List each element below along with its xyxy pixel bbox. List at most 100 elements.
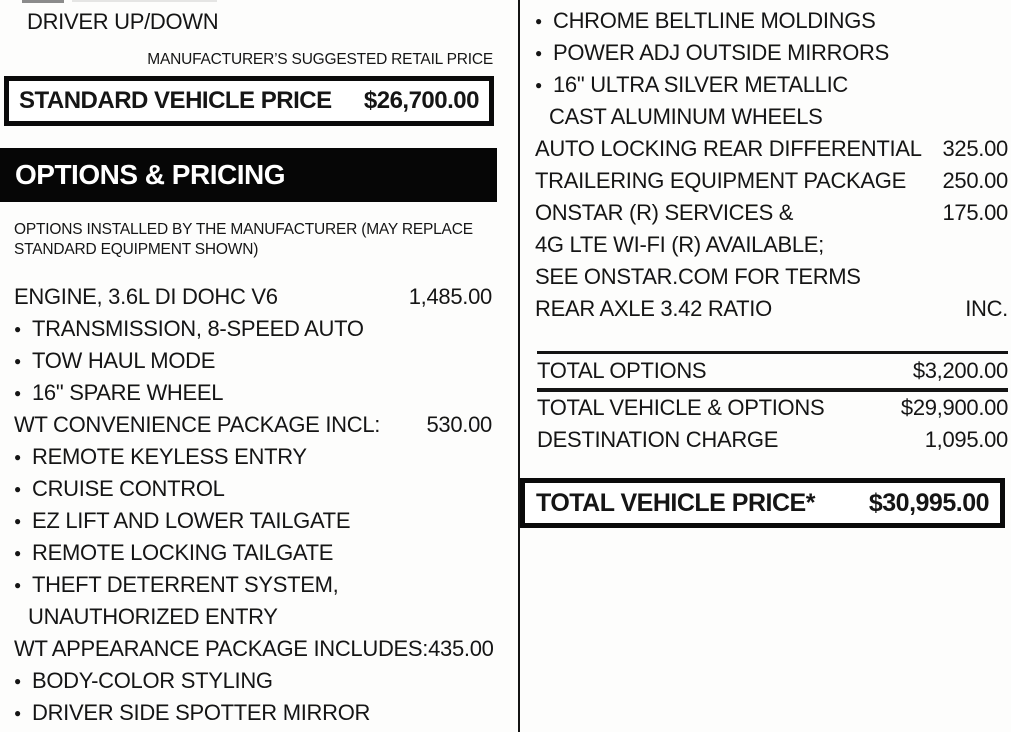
option-price: 435.00 — [428, 636, 494, 661]
option-text: CRUISE CONTROL — [32, 476, 225, 501]
option-row: ● 16" SPARE WHEEL — [14, 377, 492, 409]
option-row: WT CONVENIENCE PACKAGE INCL: 530.00 — [14, 409, 492, 441]
bullet-glyph: ● — [14, 546, 21, 560]
bullet-glyph: ● — [14, 578, 21, 592]
left-options-list: ENGINE, 3.6L DI DOHC V6 1,485.00 ● TRANS… — [0, 281, 497, 729]
option-row: ● BODY-COLOR STYLING — [14, 665, 492, 697]
option-row: ● 16" ULTRA SILVER METALLIC — [535, 69, 1008, 101]
options-note-line2: STANDARD EQUIPMENT SHOWN) — [14, 240, 259, 258]
option-row: ONSTAR (R) SERVICES & 175.00 — [535, 197, 1008, 229]
destination-charge-row: DESTINATION CHARGE 1,095.00 — [537, 424, 1008, 456]
option-text: WT CONVENIENCE PACKAGE INCL: — [14, 412, 381, 437]
total-vehicle-price-label: TOTAL VEHICLE PRICE* — [536, 489, 815, 517]
total-vehicle-price-box: TOTAL VEHICLE PRICE* $30,995.00 — [520, 478, 1005, 528]
option-text: REMOTE KEYLESS ENTRY — [32, 444, 307, 469]
bullet-glyph: ● — [14, 482, 21, 496]
bullet-glyph: ● — [535, 14, 542, 28]
right-options-list: ● CHROME BELTLINE MOLDINGS ● POWER ADJ O… — [533, 5, 1011, 325]
option-price: 175.00 — [942, 200, 1009, 225]
option-text: WT APPEARANCE PACKAGE INCLUDES: — [14, 636, 429, 661]
total-options-value: $3,200.00 — [912, 358, 1008, 383]
option-text: POWER ADJ OUTSIDE MIRRORS — [553, 40, 889, 65]
right-column: ● CHROME BELTLINE MOLDINGS ● POWER ADJ O… — [520, 0, 1011, 528]
bullet-glyph: ● — [14, 706, 21, 720]
option-row: ENGINE, 3.6L DI DOHC V6 1,485.00 — [14, 281, 492, 313]
standard-price-label: STANDARD VEHICLE PRICE — [19, 87, 332, 114]
option-text: DRIVER SIDE SPOTTER MIRROR — [32, 700, 371, 725]
total-vehicle-options-label: TOTAL VEHICLE & OPTIONS — [537, 395, 825, 420]
option-text: REAR AXLE 3.42 RATIO — [535, 296, 772, 321]
option-row: ● CHROME BELTLINE MOLDINGS — [535, 5, 1008, 37]
option-row: ● TOW HAUL MODE — [14, 345, 492, 377]
bullet-glyph: ● — [14, 354, 21, 368]
bullet-glyph: ● — [14, 386, 21, 400]
options-note-line1: OPTIONS INSTALLED BY THE MANUFACTURER (M… — [14, 221, 473, 238]
option-row: TRAILERING EQUIPMENT PACKAGE 250.00 — [535, 165, 1008, 197]
option-price: 325.00 — [942, 136, 1009, 161]
bullet-glyph: ● — [14, 322, 21, 336]
totals-divider — [537, 388, 1008, 392]
bullet-glyph: ● — [535, 46, 542, 60]
option-price: 530.00 — [426, 412, 493, 437]
option-row: 4G LTE WI-FI (R) AVAILABLE; — [535, 229, 1008, 261]
option-price: 250.00 — [942, 168, 1009, 193]
option-text: EZ LIFT AND LOWER TAILGATE — [32, 508, 351, 533]
option-row: ● THEFT DETERRENT SYSTEM, — [14, 569, 492, 601]
totals-top-rule — [537, 351, 1008, 354]
options-pricing-title: OPTIONS & PRICING — [15, 159, 285, 190]
option-row: UNAUTHORIZED ENTRY — [14, 601, 492, 633]
option-text: CAST ALUMINUM WHEELS — [549, 104, 823, 129]
option-text: CHROME BELTLINE MOLDINGS — [553, 8, 876, 33]
standard-equipment-item: DRIVER UP/DOWN — [27, 9, 219, 34]
option-row: ● DRIVER SIDE SPOTTER MIRROR — [14, 697, 492, 729]
option-row: ● EZ LIFT AND LOWER TAILGATE — [14, 505, 492, 537]
option-text: TRAILERING EQUIPMENT PACKAGE — [535, 168, 906, 193]
option-text: TRANSMISSION, 8-SPEED AUTO — [32, 316, 364, 341]
option-text: ONSTAR (R) SERVICES & — [535, 200, 794, 225]
msrp-caption: MANUFACTURER’S SUGGESTED RETAIL PRICE — [147, 51, 493, 68]
option-row: ● CRUISE CONTROL — [14, 473, 492, 505]
scan-artifact-dark — [22, 0, 64, 3]
option-text: BODY-COLOR STYLING — [32, 668, 273, 693]
option-price: 1,485.00 — [408, 284, 493, 309]
totals-section: TOTAL OPTIONS $3,200.00 TOTAL VEHICLE & … — [533, 351, 1011, 456]
option-row: REAR AXLE 3.42 RATIO INC. — [535, 293, 1008, 325]
option-row: ● POWER ADJ OUTSIDE MIRRORS — [535, 37, 1008, 69]
destination-charge-value: 1,095.00 — [924, 427, 1009, 452]
total-vehicle-options-row: TOTAL VEHICLE & OPTIONS $29,900.00 — [537, 392, 1008, 424]
options-pricing-header: OPTIONS & PRICING — [0, 148, 497, 202]
option-row: SEE ONSTAR.COM FOR TERMS — [535, 261, 1008, 293]
bullet-glyph: ● — [14, 450, 21, 464]
bullet-glyph: ● — [14, 674, 21, 688]
option-text: 4G LTE WI-FI (R) AVAILABLE; — [535, 232, 824, 257]
option-text: THEFT DETERRENT SYSTEM, — [32, 572, 339, 597]
total-options-row: TOTAL OPTIONS $3,200.00 — [537, 354, 1008, 388]
option-text: AUTO LOCKING REAR DIFFERENTIAL — [535, 136, 922, 161]
standard-vehicle-price-box: STANDARD VEHICLE PRICE $26,700.00 — [4, 76, 494, 126]
option-row: ● REMOTE KEYLESS ENTRY — [14, 441, 492, 473]
destination-charge-label: DESTINATION CHARGE — [537, 427, 779, 452]
option-row: ● TRANSMISSION, 8-SPEED AUTO — [14, 313, 492, 345]
bullet-glyph: ● — [14, 514, 21, 528]
option-row: WT APPEARANCE PACKAGE INCLUDES: 435.00 — [14, 633, 494, 665]
option-row: AUTO LOCKING REAR DIFFERENTIAL 325.00 — [535, 133, 1008, 165]
option-text: 16" ULTRA SILVER METALLIC — [553, 72, 848, 97]
total-options-label: TOTAL OPTIONS — [537, 358, 707, 383]
column-divider — [518, 0, 520, 732]
option-text: REMOTE LOCKING TAILGATE — [32, 540, 334, 565]
total-vehicle-options-value: $29,900.00 — [900, 395, 1008, 420]
option-text: UNAUTHORIZED ENTRY — [28, 604, 278, 629]
option-row: ● REMOTE LOCKING TAILGATE — [14, 537, 492, 569]
total-vehicle-price-value: $30,995.00 — [868, 489, 990, 517]
left-column: DRIVER UP/DOWN MANUFACTURER’S SUGGESTED … — [0, 0, 497, 729]
scan-artifact-light — [72, 0, 217, 2]
option-row: CAST ALUMINUM WHEELS — [535, 101, 1008, 133]
option-text: ENGINE, 3.6L DI DOHC V6 — [14, 284, 278, 309]
option-text: SEE ONSTAR.COM FOR TERMS — [535, 264, 861, 289]
bullet-glyph: ● — [535, 78, 542, 92]
scan-artifact — [22, 0, 222, 4]
standard-price-value: $26,700.00 — [363, 87, 480, 114]
option-text: TOW HAUL MODE — [32, 348, 216, 373]
option-price: INC. — [965, 296, 1008, 321]
